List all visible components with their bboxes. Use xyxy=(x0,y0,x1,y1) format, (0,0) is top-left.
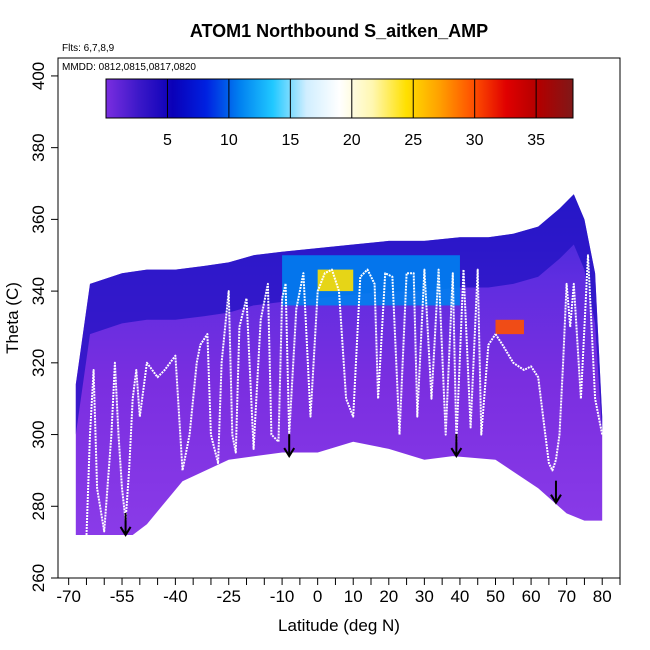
y-axis: 260 280 300 320 340 360 380 400 xyxy=(29,62,58,592)
chart-title: ATOM1 Northbound S_aitken_AMP xyxy=(190,21,488,41)
x-tick-label: -10 xyxy=(270,587,295,606)
colorbar xyxy=(105,78,574,119)
flight-profile xyxy=(494,254,604,472)
y-tick-label: 400 xyxy=(29,62,48,90)
data-layer xyxy=(75,194,603,536)
colorbar-tick-label: 30 xyxy=(466,132,484,149)
arrow-head xyxy=(450,447,463,458)
colorbar-tick-label: 20 xyxy=(343,132,361,149)
y-tick-label: 340 xyxy=(29,277,48,305)
high-value-region xyxy=(282,255,460,306)
colorbar-ticks: 5 10 15 20 25 30 35 xyxy=(163,79,545,149)
high-value-region xyxy=(495,319,524,335)
x-axis: -70 -55 -40 -25 -10 0 10 20 30 40 50 60 70 80 xyxy=(56,578,621,606)
y-axis-label: Theta (C) xyxy=(3,282,22,354)
x-tick-label: 10 xyxy=(344,587,363,606)
x-tick-label: -55 xyxy=(110,587,135,606)
arrow-head xyxy=(283,447,296,458)
x-tick-label: 80 xyxy=(593,587,612,606)
x-tick-label: -40 xyxy=(163,587,188,606)
plot-frame xyxy=(57,57,621,579)
x-tick-label: -70 xyxy=(56,587,81,606)
y-tick-label: 380 xyxy=(29,133,48,161)
flights-note: Flts: 6,7,8,9 xyxy=(62,43,115,54)
x-tick-label: 50 xyxy=(486,587,505,606)
y-tick-label: 280 xyxy=(29,492,48,520)
upper-band xyxy=(75,194,603,435)
high-value-region xyxy=(317,269,354,292)
y-tick-label: 360 xyxy=(29,205,48,233)
x-tick-label: 30 xyxy=(415,587,434,606)
arrow-head xyxy=(119,526,132,537)
y-tick-label: 260 xyxy=(29,564,48,592)
colorbar-tick-label: 10 xyxy=(220,132,238,149)
colorbar-tick-label: 15 xyxy=(281,132,299,149)
x-tick-label: 40 xyxy=(450,587,469,606)
x-tick-label: 60 xyxy=(522,587,541,606)
arrow-head xyxy=(550,494,562,505)
x-tick-label: -25 xyxy=(216,587,241,606)
x-tick-label: 0 xyxy=(313,587,322,606)
x-axis-label: Latitude (deg N) xyxy=(278,616,400,635)
y-tick-label: 320 xyxy=(29,349,48,377)
colorbar-tick-label: 5 xyxy=(163,132,172,149)
flight-profile xyxy=(138,282,287,472)
dates-note: MMDD: 0812,0815,0817,0820 xyxy=(62,62,196,73)
colorbar-tick-label: 35 xyxy=(527,132,545,149)
arrows xyxy=(119,434,562,537)
flight-profile xyxy=(85,361,141,536)
flight-profile xyxy=(284,268,497,443)
x-tick-label: 20 xyxy=(379,587,398,606)
flight-profiles xyxy=(85,254,604,536)
y-tick-label: 300 xyxy=(29,420,48,448)
colorbar-tick-label: 25 xyxy=(404,132,422,149)
x-tick-label: 70 xyxy=(557,587,576,606)
